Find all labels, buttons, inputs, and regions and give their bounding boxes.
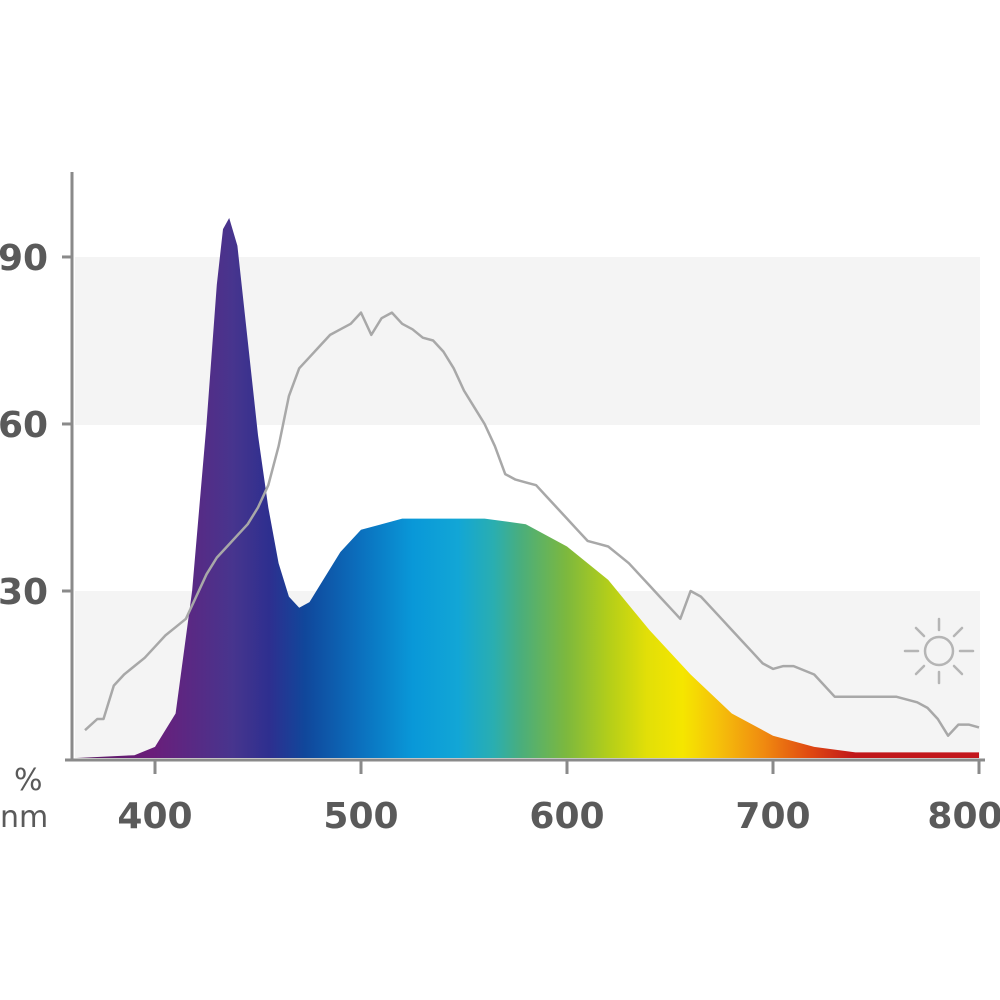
lamp-spectrum-area: [76, 218, 979, 758]
x-tick-label-800: 800: [927, 796, 1000, 837]
y-ticks: 30 60 90: [0, 238, 72, 613]
x-ticks: 400 500 600 700 800: [117, 760, 1000, 837]
y-tick-label-60: 60: [0, 405, 48, 446]
x-unit-label: nm: [0, 800, 48, 835]
daylight-spectrum-line: [84, 311, 980, 737]
y-tick-label-90: 90: [0, 238, 48, 279]
x-tick-label-600: 600: [529, 796, 604, 837]
y-unit-label: %: [14, 763, 43, 798]
x-tick-label-700: 700: [735, 796, 810, 837]
y-tick-label-30: 30: [0, 572, 48, 613]
x-tick-label-500: 500: [323, 796, 398, 837]
x-tick-label-400: 400: [117, 796, 192, 837]
sun-icon: [903, 617, 975, 685]
